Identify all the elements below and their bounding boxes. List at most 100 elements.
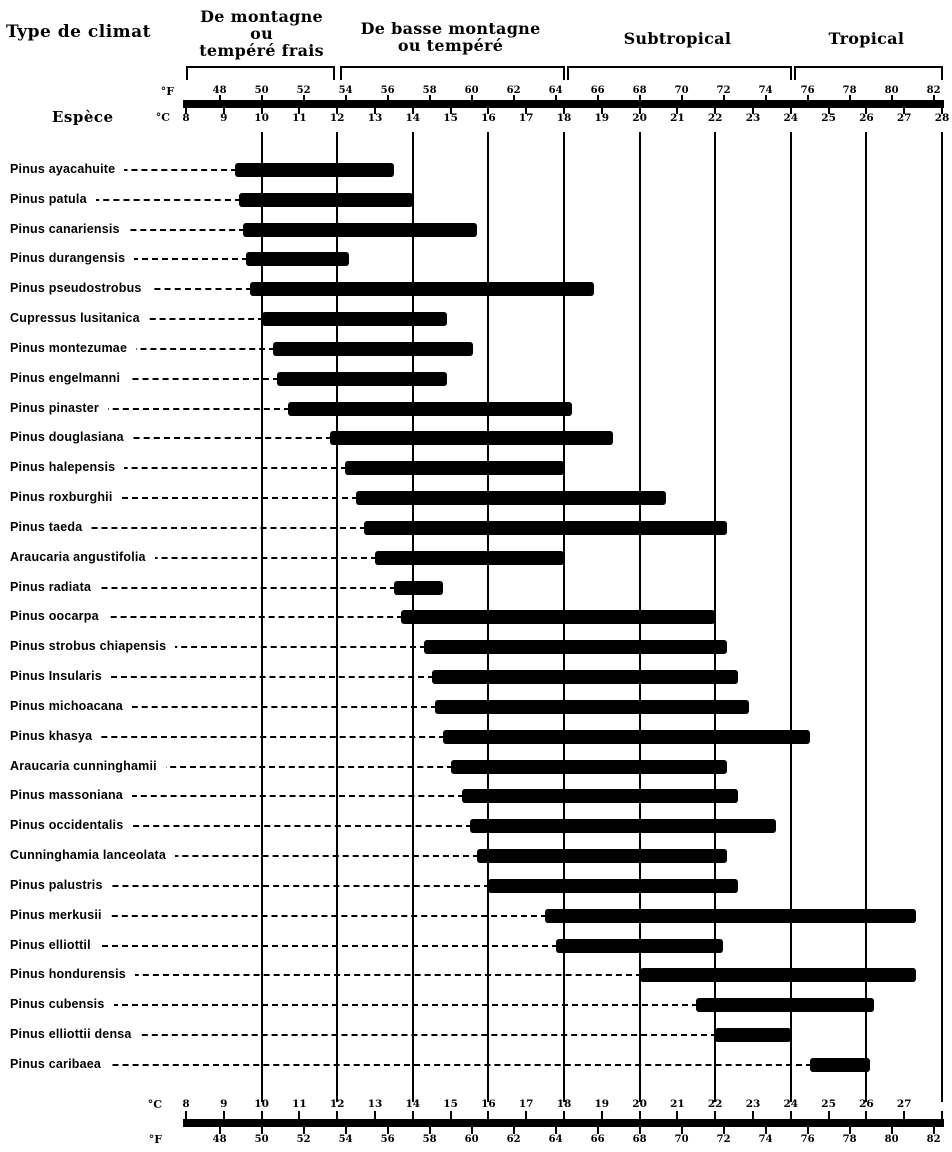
bottom-fahrenheit-tick: [764, 1127, 767, 1134]
species-row: Pinus pseudostrobus: [0, 274, 952, 304]
top-celsius-tick: [638, 106, 641, 114]
bottom-celsius-tick-label: 18: [556, 1098, 572, 1110]
top-fahrenheit-tick: [722, 95, 725, 102]
top-fahrenheit-tick-label: 52: [296, 85, 311, 96]
bottom-celsius-tick-label: 10: [254, 1098, 269, 1110]
top-celsius-tick-label: 15: [443, 112, 458, 124]
species-label: Pinus pinaster: [10, 400, 108, 415]
top-fahrenheit-tick-label: 76: [800, 85, 815, 96]
species-label: Pinus elliottii densa: [10, 1027, 141, 1042]
top-celsius-tick-label: 28: [934, 112, 950, 124]
temperature-range-bar: [246, 252, 349, 267]
species-label: Pinus occidentalis: [10, 818, 133, 833]
top-celsius-tick: [449, 106, 452, 114]
top-fahrenheit-tick-label: 50: [254, 85, 269, 96]
bottom-fahrenheit-tick: [638, 1127, 641, 1134]
bottom-celsius-tick: [865, 1111, 868, 1119]
top-fahrenheit-unit-label: °F: [160, 85, 174, 98]
bottom-fahrenheit-tick-label: 72: [716, 1134, 731, 1145]
temperature-range-bar: [431, 670, 738, 685]
top-fahrenheit-tick: [596, 95, 599, 102]
leader-dots: [12, 676, 434, 679]
top-celsius-tick: [298, 106, 301, 114]
species-row: Pinus elliottil: [0, 931, 952, 961]
top-fahrenheit-tick: [890, 95, 893, 102]
bottom-fahrenheit-tick: [512, 1127, 515, 1134]
species-row: Pinus pinaster: [0, 394, 952, 424]
bottom-celsius-tick: [374, 1111, 376, 1119]
top-celsius-tick: [789, 106, 792, 114]
gridline: [865, 132, 868, 1102]
species-label: Araucaria angustifolia: [10, 549, 155, 564]
climate-zone-bracket: [186, 66, 336, 80]
species-label: Pinus hondurensis: [10, 967, 135, 982]
bottom-fahrenheit-tick: [596, 1127, 599, 1134]
top-celsius-tick-label: 21: [670, 112, 685, 124]
species-label: Pinus taeda: [10, 519, 92, 534]
species-row: Pinus khasya: [0, 722, 952, 752]
temperature-range-bar: [477, 849, 727, 864]
temperature-range-bar: [375, 550, 564, 565]
top-celsius-tick: [903, 106, 906, 114]
leader-dots: [12, 1034, 718, 1037]
top-fahrenheit-tick-label: 60: [464, 85, 479, 96]
top-fahrenheit-tick: [764, 95, 767, 102]
bottom-celsius-tick: [752, 1111, 754, 1119]
top-celsius-tick-label: 12: [329, 112, 345, 124]
bottom-fahrenheit-tick: [428, 1127, 431, 1134]
climate-zone-label-line: tempéré frais: [199, 41, 324, 60]
bottom-fahrenheit-tick-label: 74: [758, 1134, 773, 1145]
temperature-range-bar: [272, 341, 474, 356]
chart-corner-title: Type de climat: [6, 22, 152, 42]
bottom-fahrenheit-tick: [680, 1127, 683, 1134]
top-celsius-tick-label: 20: [632, 112, 647, 124]
species-axis-title: Espèce: [52, 108, 114, 126]
top-fahrenheit-tick: [470, 95, 473, 102]
bottom-fahrenheit-unit-label: °F: [148, 1133, 162, 1146]
top-celsius-tick: [374, 106, 376, 114]
top-fahrenheit-tick: [848, 95, 851, 102]
top-fahrenheit-tick: [806, 95, 809, 102]
species-label: Pinus elliottil: [10, 937, 100, 952]
gridline: [941, 132, 943, 1102]
species-label: Pinus strobus chiapensis: [10, 639, 176, 654]
species-label: Araucaria cunninghamii: [10, 758, 166, 773]
leader-dots: [12, 377, 279, 380]
bottom-celsius-tick-label: 21: [670, 1098, 685, 1110]
bottom-celsius-tick: [789, 1111, 792, 1119]
bottom-fahrenheit-tick-label: 80: [884, 1134, 899, 1145]
top-celsius-tick: [411, 106, 414, 114]
species-row: Pinus merkusii: [0, 901, 952, 931]
temperature-range-bar: [329, 431, 614, 446]
bottom-celsius-tick: [714, 1111, 717, 1119]
species-label: Pinus ayacahuite: [10, 162, 125, 176]
bottom-fahrenheit-tick-label: 56: [380, 1134, 395, 1145]
top-fahrenheit-tick-label: 64: [548, 85, 563, 96]
leader-dots: [12, 169, 238, 171]
bottom-fahrenheit-tick-label: 78: [842, 1134, 857, 1145]
top-fahrenheit-tick-label: 78: [842, 85, 857, 96]
temperature-range-bar: [715, 1028, 791, 1043]
bottom-fahrenheit-tick: [848, 1127, 851, 1134]
top-celsius-tick-label: 14: [405, 112, 421, 124]
species-row: Pinus hondurensis: [0, 960, 952, 990]
leader-dots: [12, 556, 377, 559]
top-fahrenheit-tick: [554, 95, 557, 102]
top-celsius-tick-label: 23: [745, 112, 761, 124]
bottom-celsius-tick-label: 16: [481, 1098, 496, 1110]
climate-zone-label-line: ou tempéré: [397, 36, 504, 55]
temperature-range-bar: [488, 878, 738, 893]
bottom-celsius-tick-label: 14: [405, 1098, 421, 1110]
species-row: Cunninghamia lanceolata: [0, 841, 952, 871]
species-label: Cunninghamia lanceolata: [10, 848, 176, 863]
bottom-fahrenheit-tick-label: 64: [548, 1134, 563, 1145]
top-celsius-tick: [752, 106, 754, 114]
bottom-celsius-tick-label: 12: [329, 1098, 345, 1110]
leader-dots: [12, 765, 453, 768]
bottom-fahrenheit-tick-label: 54: [338, 1134, 353, 1145]
top-fahrenheit-tick-label: 74: [758, 85, 773, 96]
species-label: Pinus caribaea: [10, 1056, 111, 1071]
